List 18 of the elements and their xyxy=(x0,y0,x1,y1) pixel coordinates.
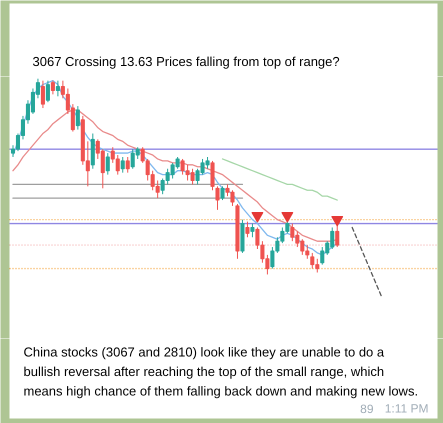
candlestick xyxy=(40,80,45,109)
candlestick xyxy=(46,80,50,103)
chart-title: 3067 Crossing 13.63 Prices falling from top of range? xyxy=(32,54,340,69)
candlestick xyxy=(120,156,125,174)
candlestick xyxy=(106,152,110,176)
candlestick xyxy=(250,223,254,238)
candlestick xyxy=(126,156,130,174)
candlestick xyxy=(245,221,250,238)
candlestick xyxy=(215,186,220,210)
candlestick xyxy=(210,160,215,191)
text: 1:11 PM xyxy=(384,402,429,416)
text: China stocks (3067 and 2810) look like they are unable to do a bullish reversal after reaching the top of the small range, which means high chance of them falling back down and making new lows. xyxy=(24,344,418,398)
candlestick xyxy=(56,80,60,97)
text: 89 xyxy=(360,402,374,416)
candlestick xyxy=(76,106,80,130)
candlestick xyxy=(220,186,225,201)
candlestick xyxy=(50,80,55,95)
candlestick xyxy=(335,223,340,248)
